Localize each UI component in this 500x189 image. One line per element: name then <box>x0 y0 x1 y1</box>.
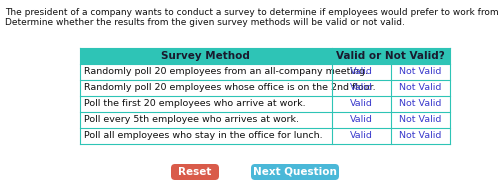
Text: Not Valid: Not Valid <box>399 115 442 125</box>
Text: Poll all employees who stay in the office for lunch.: Poll all employees who stay in the offic… <box>84 132 322 140</box>
Text: Not Valid: Not Valid <box>399 84 442 92</box>
Text: Randomly poll 20 employees from an all-company meeting.: Randomly poll 20 employees from an all-c… <box>84 67 368 77</box>
Text: Not Valid: Not Valid <box>399 132 442 140</box>
Bar <box>80 112 450 128</box>
Text: The president of a company wants to conduct a survey to determine if employees w: The president of a company wants to cond… <box>5 8 500 17</box>
Text: Reset: Reset <box>178 167 212 177</box>
Bar <box>80 48 450 64</box>
Text: Survey Method: Survey Method <box>162 51 250 61</box>
Text: Determine whether the results from the given survey methods will be valid or not: Determine whether the results from the g… <box>5 18 405 27</box>
Text: Valid: Valid <box>350 67 372 77</box>
Text: Poll the first 20 employees who arrive at work.: Poll the first 20 employees who arrive a… <box>84 99 306 108</box>
Text: Valid or Not Valid?: Valid or Not Valid? <box>336 51 445 61</box>
Text: Valid: Valid <box>350 99 372 108</box>
Text: Valid: Valid <box>350 84 372 92</box>
Bar <box>80 96 450 112</box>
Text: Next Question: Next Question <box>253 167 337 177</box>
Bar <box>80 80 450 96</box>
Text: Poll every 5th employee who arrives at work.: Poll every 5th employee who arrives at w… <box>84 115 299 125</box>
Bar <box>80 128 450 144</box>
Text: Valid: Valid <box>350 132 372 140</box>
FancyBboxPatch shape <box>171 164 219 180</box>
Text: Not Valid: Not Valid <box>399 67 442 77</box>
Text: Valid: Valid <box>350 115 372 125</box>
Bar <box>80 64 450 80</box>
Text: Randomly poll 20 employees whose office is on the 2nd floor.: Randomly poll 20 employees whose office … <box>84 84 376 92</box>
Text: Not Valid: Not Valid <box>399 99 442 108</box>
FancyBboxPatch shape <box>251 164 339 180</box>
